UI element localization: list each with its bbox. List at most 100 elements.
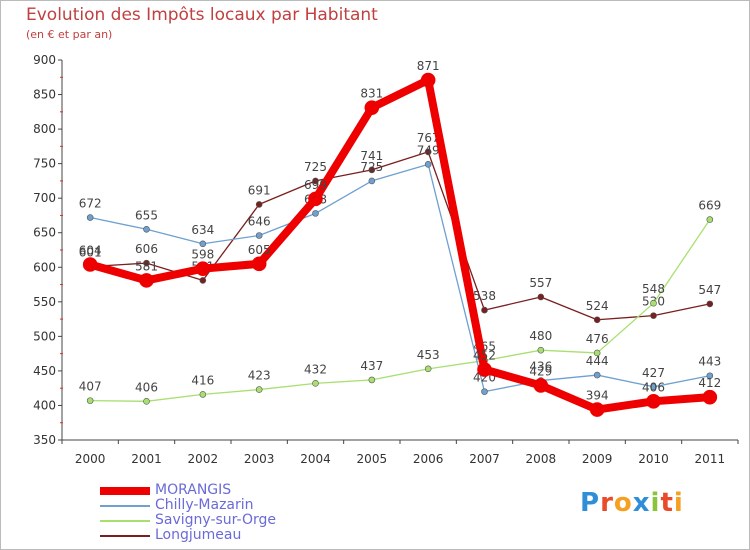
data-label-savigny-sur-orge: 548: [642, 282, 665, 296]
data-label-chilly-mazarin: 443: [698, 355, 721, 369]
data-label-morangis: 831: [360, 87, 383, 101]
legend-label: MORANGIS: [155, 482, 232, 498]
data-label-chilly-mazarin: 427: [642, 366, 665, 380]
data-point-longjumeau: [481, 306, 488, 314]
data-label-savigny-sur-orge: 423: [248, 369, 271, 383]
data-label-savigny-sur-orge: 476: [586, 332, 609, 346]
data-label-savigny-sur-orge: 453: [417, 348, 440, 362]
data-label-chilly-mazarin: 436: [529, 360, 552, 374]
data-point-longjumeau: [143, 259, 150, 267]
data-label-longjumeau: 557: [529, 276, 552, 290]
legend-swatch: [100, 535, 150, 537]
data-label-morangis: 429: [529, 364, 552, 378]
data-point-morangis: [646, 394, 661, 409]
data-label-chilly-mazarin: 646: [248, 214, 271, 228]
data-label-savigny-sur-orge: 432: [304, 362, 327, 376]
data-point-chilly-mazarin: [143, 225, 150, 233]
y-tick-label: 800: [33, 122, 56, 136]
data-point-chilly-mazarin: [86, 214, 94, 221]
data-point-morangis: [308, 191, 323, 207]
data-point-chilly-mazarin: [706, 372, 714, 380]
data-label-chilly-mazarin: 749: [417, 143, 440, 157]
data-label-morangis: 406: [642, 380, 665, 394]
data-point-morangis: [251, 256, 267, 272]
data-point-chilly-mazarin: [424, 161, 432, 168]
y-tick-label: 450: [33, 364, 56, 378]
data-label-savigny-sur-orge: 480: [529, 329, 552, 343]
logo-letter: o: [613, 488, 633, 518]
data-label-savigny-sur-orge: 437: [360, 359, 383, 373]
y-tick-label: 750: [33, 157, 56, 171]
data-point-savigny-sur-orge: [86, 397, 94, 404]
x-tick-label: 2005: [357, 452, 388, 466]
x-tick-label: 2008: [526, 452, 557, 466]
data-point-morangis: [702, 389, 718, 405]
chart-subtitle: (en € et par an): [26, 28, 113, 41]
data-label-morangis: 699: [304, 178, 327, 192]
data-label-chilly-mazarin: 725: [360, 160, 383, 174]
data-point-savigny-sur-orge: [650, 299, 657, 307]
data-label-chilly-mazarin: 444: [586, 354, 609, 368]
legend-swatch: [100, 487, 150, 495]
data-label-morangis: 604: [79, 244, 102, 258]
x-tick-label: 2003: [244, 452, 275, 466]
data-label-longjumeau: 547: [698, 283, 721, 297]
y-tick-label: 550: [33, 295, 56, 309]
data-point-longjumeau: [255, 201, 263, 208]
data-point-savigny-sur-orge: [199, 391, 207, 398]
y-tick-label: 850: [33, 88, 56, 102]
data-label-savigny-sur-orge: 406: [135, 380, 158, 394]
x-tick-label: 2010: [638, 452, 669, 466]
data-point-longjumeau: [199, 277, 207, 284]
y-tick-label: 700: [33, 191, 56, 205]
data-label-morangis: 598: [191, 248, 214, 262]
data-label-longjumeau: 691: [248, 183, 271, 197]
logo-letter: i: [673, 488, 684, 518]
data-label-longjumeau: 741: [360, 149, 383, 163]
data-point-savigny-sur-orge: [143, 398, 150, 405]
data-label-savigny-sur-orge: 407: [79, 380, 102, 394]
data-label-chilly-mazarin: 634: [191, 223, 214, 237]
logo-letter: P: [580, 488, 601, 518]
x-tick-label: 2000: [75, 452, 106, 466]
data-label-longjumeau: 601: [79, 246, 102, 260]
y-tick-label: 900: [33, 53, 56, 67]
data-point-savigny-sur-orge: [537, 346, 545, 354]
data-point-longjumeau: [368, 166, 376, 174]
proxiti-logo: Proxiti: [580, 488, 684, 518]
data-point-savigny-sur-orge: [424, 365, 432, 373]
data-label-longjumeau: 767: [417, 131, 440, 145]
data-point-longjumeau: [312, 177, 319, 185]
data-label-longjumeau: 538: [473, 289, 496, 303]
data-point-chilly-mazarin: [312, 210, 319, 217]
data-point-savigny-sur-orge: [706, 216, 714, 223]
data-point-longjumeau: [537, 293, 545, 301]
series-line-longjumeau: [89, 151, 711, 321]
data-point-chilly-mazarin: [255, 232, 263, 239]
data-point-chilly-mazarin: [650, 383, 657, 391]
data-point-longjumeau: [424, 148, 432, 156]
data-point-savigny-sur-orge: [593, 349, 601, 357]
data-point-longjumeau: [593, 316, 601, 324]
data-label-morangis: 394: [586, 389, 609, 403]
legend-swatch: [100, 520, 150, 522]
data-point-savigny-sur-orge: [255, 386, 263, 393]
x-tick-label: 2006: [413, 452, 444, 466]
y-tick-label: 600: [33, 260, 56, 274]
data-label-savigny-sur-orge: 416: [191, 373, 214, 387]
data-label-morangis: 581: [135, 259, 158, 273]
data-label-morangis: 412: [698, 376, 721, 390]
data-label-morangis: 605: [248, 243, 271, 257]
legend-swatch: [100, 505, 150, 507]
y-tick-label: 350: [33, 433, 56, 447]
x-tick-label: 2009: [582, 452, 613, 466]
data-point-morangis: [82, 257, 98, 272]
data-label-longjumeau: 725: [304, 160, 327, 174]
data-label-longjumeau: 606: [135, 242, 158, 256]
data-point-morangis: [589, 402, 605, 417]
data-label-morangis: 871: [417, 59, 440, 73]
data-point-morangis: [533, 378, 549, 393]
y-tick-label: 400: [33, 398, 56, 412]
data-label-chilly-mazarin: 655: [135, 208, 158, 222]
